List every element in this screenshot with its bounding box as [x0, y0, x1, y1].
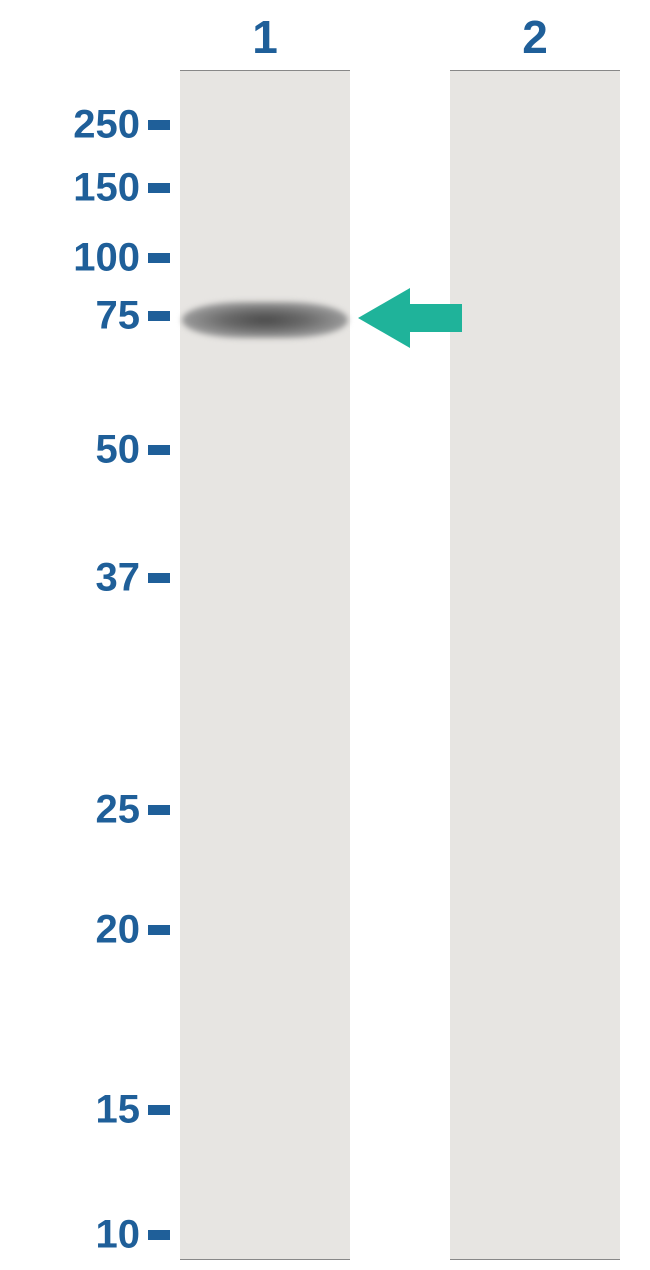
blot-container: 1 2 250 150 100 75 50 37 25 20 15 10: [0, 0, 650, 1270]
marker-label-50: 50: [30, 428, 140, 473]
marker-label-150: 150: [30, 166, 140, 211]
arrow-head: [358, 288, 410, 348]
marker-tick-15: [148, 1105, 170, 1115]
marker-label-37: 37: [30, 556, 140, 601]
marker-label-10: 10: [30, 1213, 140, 1258]
marker-label-25: 25: [30, 788, 140, 833]
lane-2: [450, 70, 620, 1260]
marker-tick-10: [148, 1230, 170, 1240]
marker-tick-100: [148, 253, 170, 263]
band-arrow-icon: [358, 288, 462, 348]
band-lane1-75: [182, 302, 348, 338]
marker-tick-50: [148, 445, 170, 455]
marker-label-20: 20: [30, 908, 140, 953]
marker-tick-250: [148, 120, 170, 130]
lane-1: [180, 70, 350, 1260]
lane-header-1: 1: [240, 10, 290, 64]
marker-label-15: 15: [30, 1088, 140, 1133]
marker-label-100: 100: [30, 236, 140, 281]
lane-header-2: 2: [510, 10, 560, 64]
marker-label-250: 250: [30, 103, 140, 148]
marker-tick-20: [148, 925, 170, 935]
marker-tick-37: [148, 573, 170, 583]
marker-label-75: 75: [30, 294, 140, 339]
marker-tick-150: [148, 183, 170, 193]
marker-tick-25: [148, 805, 170, 815]
arrow-shaft: [408, 304, 462, 332]
marker-tick-75: [148, 311, 170, 321]
